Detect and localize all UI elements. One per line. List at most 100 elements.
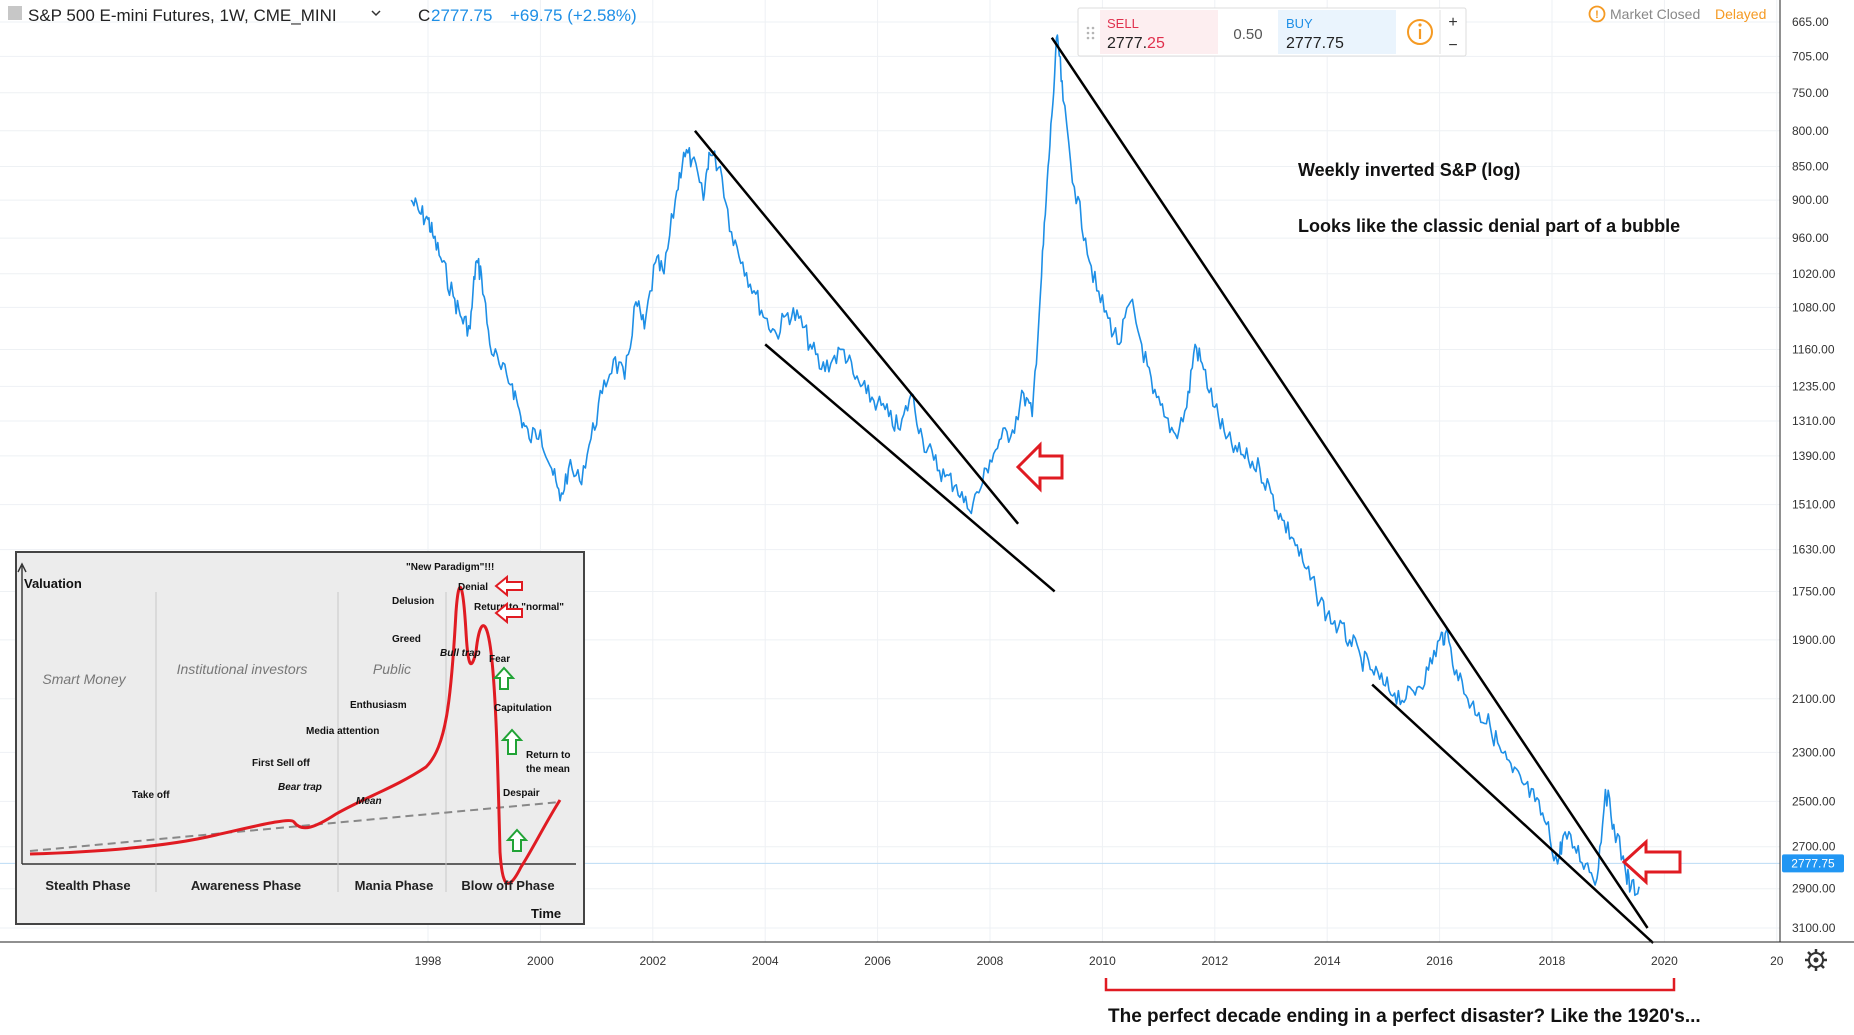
y-tick-label: 2500.00: [1792, 794, 1836, 808]
symbol-logo-icon: [8, 6, 22, 20]
svg-text:Bear trap: Bear trap: [278, 782, 322, 793]
inset-x-label: Time: [531, 906, 561, 921]
svg-text:"New Paradigm"!!!: "New Paradigm"!!!: [406, 562, 494, 573]
clock-warning-icon: [1588, 5, 1606, 23]
change-value: +69.75 (+2.58%): [510, 6, 637, 25]
note-body: Looks like the classic denial part of a …: [1298, 216, 1680, 236]
gear-icon[interactable]: [1805, 949, 1827, 971]
delayed-label: Delayed: [1715, 6, 1766, 22]
group-smart-money: Smart Money: [42, 671, 126, 687]
trade-panel: SELL 2777.25 0.50 BUY 2777.75 + −: [1077, 7, 1467, 57]
svg-text:Fear: Fear: [489, 654, 510, 665]
svg-text:Denial: Denial: [458, 582, 488, 593]
trend-line[interactable]: [1050, 37, 1649, 929]
svg-text:Media attention: Media attention: [306, 726, 379, 737]
chevron-down-icon[interactable]: [371, 10, 381, 17]
group-institutional: Institutional investors: [177, 661, 308, 677]
y-tick-label: 1630.00: [1792, 543, 1836, 557]
sell-price: 2777.25: [1107, 35, 1165, 52]
x-tick-label: 2020: [1651, 954, 1678, 968]
buy-label: BUY: [1286, 16, 1313, 31]
grid-lines: [0, 0, 1780, 942]
y-tick-label: 2100.00: [1792, 692, 1836, 706]
x-tick-label: 2012: [1201, 954, 1228, 968]
svg-text:First Sell off: First Sell off: [252, 758, 310, 769]
y-tick-label: 1900.00: [1792, 633, 1836, 647]
arrow-left-red-icon: [1015, 441, 1064, 493]
svg-text:Despair: Despair: [503, 788, 540, 799]
y-tick-label: 800.00: [1792, 124, 1829, 138]
x-tick-label: 2006: [864, 954, 891, 968]
trend-lines[interactable]: [693, 37, 1655, 944]
group-public: Public: [373, 661, 411, 677]
y-tick-label: 2300.00: [1792, 745, 1836, 759]
y-tick-label: 900.00: [1792, 193, 1829, 207]
inset-mean-line: [29, 801, 561, 852]
phase-mania: Mania Phase: [355, 878, 434, 893]
arrow-up-green-icon: [500, 728, 524, 755]
sell-button[interactable]: SELL 2777.25: [1100, 10, 1218, 54]
y-tick-label: 1390.00: [1792, 449, 1836, 463]
note-title: Weekly inverted S&P (log): [1298, 160, 1520, 180]
y-tick-label: 1750.00: [1792, 584, 1836, 598]
y-tick-label: 2900.00: [1792, 882, 1836, 896]
spread-value: 0.50: [1233, 26, 1262, 43]
x-tick-label: 2018: [1539, 954, 1566, 968]
y-tick-label: 705.00: [1792, 49, 1829, 63]
buy-button[interactable]: BUY 2777.75: [1278, 10, 1396, 54]
svg-text:Mean: Mean: [356, 796, 382, 807]
bottom-caption: The perfect decade ending in a perfect d…: [1108, 1006, 1701, 1027]
y-tick-label: 1310.00: [1792, 414, 1836, 428]
x-tick-label: 2014: [1314, 954, 1341, 968]
market-status[interactable]: ! Market Closed Delayed: [1588, 5, 1767, 23]
y-tick-label: 1080.00: [1792, 300, 1836, 314]
trend-line[interactable]: [764, 343, 1056, 593]
close-value: 2777.75: [431, 6, 492, 25]
svg-text:Return to: Return to: [526, 750, 570, 761]
phase-stealth: Stealth Phase: [45, 878, 130, 893]
sell-label: SELL: [1107, 16, 1139, 31]
symbol-title[interactable]: S&P 500 E-mini Futures, 1W, CME_MINI: [28, 6, 337, 25]
x-tick-label: 2008: [977, 954, 1004, 968]
y-tick-label: 850.00: [1792, 159, 1829, 173]
inset-y-arrow-icon: [17, 562, 27, 573]
price-axis[interactable]: 665.00 705.00 750.00 800.00 850.00 900.00 960.…: [1792, 15, 1836, 935]
x-tick-label: 2000: [527, 954, 554, 968]
buy-price: 2777.75: [1286, 35, 1344, 52]
y-tick-label: 1020.00: [1792, 267, 1836, 281]
inset-bubble-curve: [29, 586, 562, 885]
zoom-in-button[interactable]: +: [1448, 14, 1457, 31]
phase-blowoff: Blow off Phase: [461, 878, 554, 893]
info-circle-icon[interactable]: [1407, 19, 1433, 45]
zoom-out-button[interactable]: −: [1448, 37, 1457, 54]
trend-line[interactable]: [1371, 683, 1655, 944]
svg-text:Bull trap: Bull trap: [440, 648, 481, 659]
last-price-label: 2777.75: [1791, 856, 1835, 870]
x-tick-label: 2004: [752, 954, 779, 968]
x-tick-label: 2002: [639, 954, 666, 968]
svg-text:Delusion: Delusion: [392, 596, 434, 607]
chart-header: S&P 500 E-mini Futures, 1W, CME_MINI C 2…: [8, 6, 637, 25]
arrow-up-green-icon: [505, 828, 529, 852]
x-tick-label: 2010: [1089, 954, 1116, 968]
market-closed-label: Market Closed: [1610, 6, 1700, 22]
trend-line[interactable]: [693, 129, 1020, 525]
y-tick-label: 665.00: [1792, 15, 1829, 29]
arrow-left-red-icon: [494, 574, 523, 598]
inset-frame: [15, 551, 585, 925]
close-prefix: C: [418, 6, 430, 25]
y-tick-label: 960.00: [1792, 231, 1829, 245]
y-tick-label: 750.00: [1792, 86, 1829, 100]
svg-text:!: !: [1595, 9, 1599, 21]
drag-handle-icon[interactable]: [1086, 26, 1095, 40]
svg-text:Take off: Take off: [132, 790, 170, 801]
phase-awareness: Awareness Phase: [191, 878, 301, 893]
x-tick-label: 20: [1770, 954, 1784, 968]
time-axis[interactable]: 1998 2000 2002 2004 2006 2008 2010 2012 2014 2016…: [415, 954, 1784, 968]
arrow-up-green-icon: [492, 666, 516, 690]
last-price-badge: 2777.75: [1782, 854, 1844, 873]
y-tick-label: 1160.00: [1792, 342, 1835, 356]
series-line: [410, 34, 1640, 897]
